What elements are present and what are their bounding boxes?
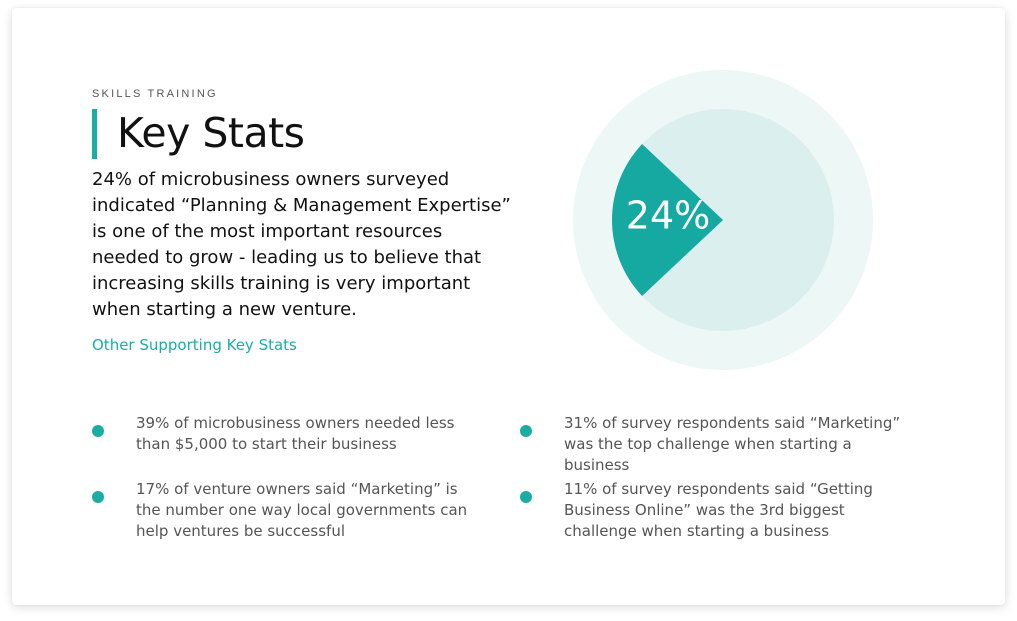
bullet-dot bbox=[92, 491, 104, 503]
title-accent-bar bbox=[92, 109, 97, 159]
bullet-dot bbox=[520, 425, 532, 437]
key-stats-card: SKILLS TRAINING Key Stats 24% of microbu… bbox=[12, 8, 1005, 605]
section-eyebrow: SKILLS TRAINING bbox=[92, 88, 218, 100]
pie-slice-24-percent bbox=[611, 144, 723, 296]
pie-chart: 24% bbox=[573, 70, 873, 370]
lead-paragraph: 24% of microbusiness owners surveyed ind… bbox=[92, 169, 511, 320]
stat-text: 39% of microbusiness owners needed less … bbox=[136, 414, 455, 453]
page-title: Key Stats bbox=[117, 109, 305, 157]
stat-text: 31% of survey respondents said “Marketin… bbox=[564, 414, 901, 474]
stat-text: 11% of survey respondents said “Getting … bbox=[564, 480, 873, 540]
supporting-stats-link[interactable]: Other Supporting Key Stats bbox=[92, 336, 297, 354]
bullet-dot bbox=[520, 491, 532, 503]
pie-slice-label: 24% bbox=[626, 194, 710, 238]
bullet-dot bbox=[92, 425, 104, 437]
stat-text: 17% of venture owners said “Marketing” i… bbox=[136, 480, 468, 540]
